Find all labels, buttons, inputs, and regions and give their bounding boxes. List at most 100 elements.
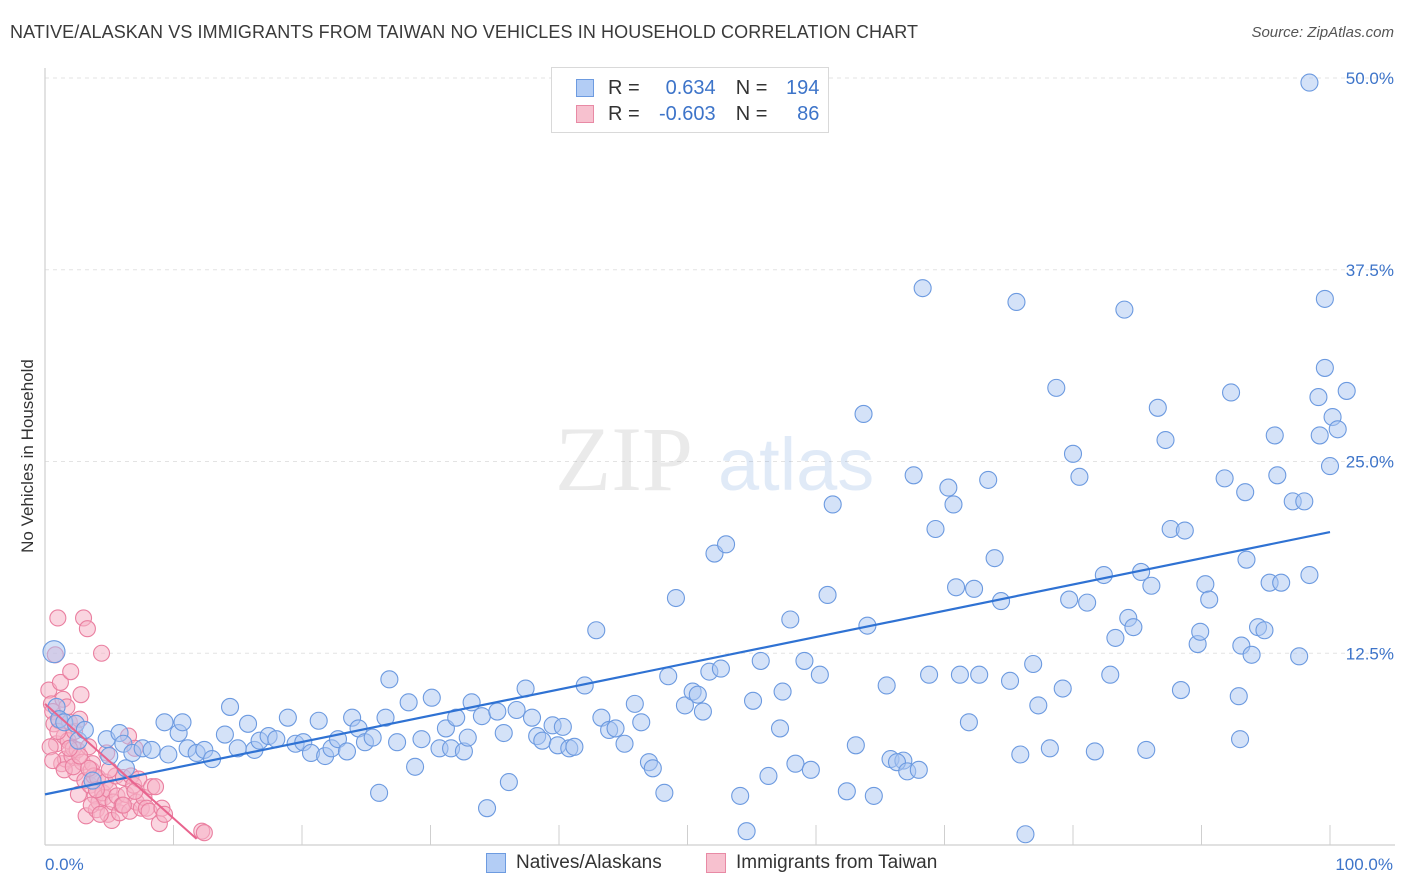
data-point-natives	[1295, 492, 1314, 511]
data-point-natives	[810, 665, 829, 684]
data-point-natives	[615, 734, 634, 753]
data-point-natives	[1007, 292, 1026, 312]
data-point-natives	[659, 667, 678, 686]
data-point-natives	[380, 670, 399, 689]
data-point-natives	[904, 466, 923, 485]
data-point-natives	[522, 708, 542, 727]
y-tick-label: 50.0%	[1346, 69, 1394, 88]
data-point-natives	[818, 585, 837, 605]
data-point-natives	[1070, 467, 1089, 486]
data-point-natives	[1000, 671, 1020, 690]
data-point-natives	[1156, 430, 1175, 450]
data-point-natives	[309, 711, 328, 730]
data-point-taiwan	[62, 663, 80, 681]
data-point-natives	[1106, 628, 1125, 647]
stats-box: R = 0.634 N = 194 R = -0.603 N = 86	[551, 67, 829, 133]
data-point-taiwan	[41, 738, 59, 756]
data-point-natives	[965, 579, 984, 598]
data-point-natives	[632, 713, 651, 732]
data-point-natives	[1215, 469, 1234, 488]
data-point-natives	[864, 786, 883, 805]
r-value: 0.634	[665, 76, 716, 99]
data-point-natives	[1200, 590, 1219, 609]
data-point-natives	[1101, 665, 1120, 684]
y-tick-label: 37.5%	[1346, 261, 1394, 280]
data-point-taiwan	[146, 778, 165, 796]
data-point-natives	[959, 713, 978, 732]
blue-swatch	[576, 79, 594, 97]
data-point-natives	[801, 760, 820, 779]
data-point-natives	[985, 549, 1004, 568]
source-label: Source: ZipAtlas.com	[1251, 24, 1394, 41]
data-point-natives	[1315, 358, 1334, 377]
x-tick-label: 0.0%	[45, 855, 84, 874]
legend-item-natives[interactable]: Natives/Alaskans	[486, 852, 662, 874]
data-point-taiwan	[155, 805, 174, 823]
data-point-natives	[854, 404, 873, 423]
data-point-natives	[278, 708, 297, 727]
data-point-natives	[1236, 483, 1255, 502]
data-point-natives	[447, 708, 466, 727]
data-point-natives	[688, 685, 707, 704]
data-point-natives	[655, 783, 674, 802]
data-point-natives	[1060, 590, 1079, 609]
stats-row-taiwan: R = -0.603 N = 86	[576, 101, 819, 127]
data-point-natives	[1255, 621, 1274, 640]
data-point-natives	[1063, 444, 1083, 463]
data-point-natives	[1310, 426, 1329, 445]
data-point-natives	[1016, 825, 1035, 844]
data-point-natives	[926, 519, 945, 539]
data-point-natives	[399, 693, 418, 712]
data-point-natives	[173, 713, 192, 732]
data-point-natives	[970, 665, 989, 684]
data-point-natives	[781, 610, 800, 629]
data-point-natives	[1300, 565, 1319, 585]
data-point-natives	[220, 697, 240, 716]
data-point-natives	[1242, 645, 1261, 664]
legend-swatch-blue	[486, 853, 506, 873]
data-point-taiwan	[44, 752, 62, 770]
legend-item-taiwan[interactable]: Immigrants from Taiwan	[706, 852, 937, 874]
data-point-natives	[716, 535, 736, 554]
y-tick-label: 25.0%	[1346, 453, 1394, 472]
data-point-natives	[1272, 573, 1291, 592]
data-point-natives	[337, 742, 357, 761]
data-point-natives	[1231, 730, 1250, 749]
data-point-natives	[947, 578, 966, 597]
data-point-natives	[1085, 742, 1104, 761]
n-label: N =	[735, 102, 768, 125]
r-label: R =	[608, 76, 640, 99]
data-point-natives	[737, 822, 756, 841]
data-point-natives	[1229, 687, 1248, 706]
data-point-natives	[1148, 398, 1167, 417]
data-point-natives	[675, 696, 694, 715]
data-point-natives	[75, 720, 94, 740]
data-point-natives	[1137, 740, 1156, 759]
data-point-natives	[1124, 618, 1143, 637]
data-point-natives	[795, 651, 814, 670]
data-point-natives	[1115, 300, 1134, 319]
data-point-natives	[1029, 696, 1048, 715]
data-point-natives	[920, 665, 939, 684]
data-point-natives	[846, 736, 865, 755]
n-value: 194	[786, 76, 820, 99]
data-point-natives	[1309, 388, 1328, 407]
data-point-natives	[751, 651, 770, 670]
data-point-natives	[1337, 381, 1356, 400]
data-point-natives	[1265, 426, 1284, 445]
data-point-taiwan	[114, 796, 132, 814]
data-point-natives	[1047, 378, 1066, 397]
data-point-natives	[215, 725, 234, 744]
data-point-natives	[533, 731, 552, 750]
data-point-natives	[913, 279, 932, 298]
data-point-taiwan	[51, 673, 69, 691]
data-point-natives	[155, 713, 174, 732]
data-point-natives	[458, 728, 477, 747]
data-point-natives	[1328, 420, 1347, 439]
data-point-natives	[488, 702, 507, 721]
data-point-natives	[1175, 521, 1194, 540]
data-point-natives	[1222, 383, 1241, 402]
data-point-natives	[1053, 679, 1072, 698]
data-point-natives	[42, 640, 66, 664]
data-point-natives	[979, 470, 998, 489]
